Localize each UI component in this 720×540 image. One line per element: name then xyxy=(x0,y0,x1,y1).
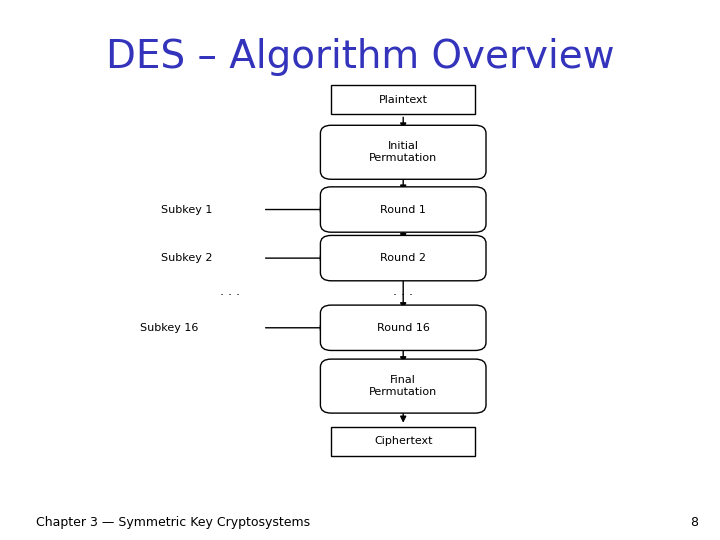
FancyBboxPatch shape xyxy=(320,235,486,281)
Text: Subkey 2: Subkey 2 xyxy=(161,253,212,263)
Text: Plaintext: Plaintext xyxy=(379,95,428,105)
Text: Round 2: Round 2 xyxy=(380,253,426,263)
Text: Subkey 16: Subkey 16 xyxy=(140,323,198,333)
FancyBboxPatch shape xyxy=(320,305,486,350)
Text: . . .: . . . xyxy=(393,285,413,298)
Text: Chapter 3 — Symmetric Key Cryptosystems: Chapter 3 — Symmetric Key Cryptosystems xyxy=(36,516,310,529)
Text: DES – Algorithm Overview: DES – Algorithm Overview xyxy=(106,38,614,76)
Text: Initial
Permutation: Initial Permutation xyxy=(369,141,437,164)
Text: Ciphertext: Ciphertext xyxy=(374,436,433,446)
Text: Final
Permutation: Final Permutation xyxy=(369,375,437,397)
Text: 8: 8 xyxy=(690,516,698,529)
FancyBboxPatch shape xyxy=(320,125,486,179)
FancyBboxPatch shape xyxy=(320,187,486,232)
FancyBboxPatch shape xyxy=(320,359,486,413)
Text: Round 1: Round 1 xyxy=(380,205,426,214)
FancyBboxPatch shape xyxy=(331,85,475,114)
Text: Subkey 1: Subkey 1 xyxy=(161,205,212,214)
Text: . . .: . . . xyxy=(220,285,240,298)
FancyBboxPatch shape xyxy=(331,427,475,456)
Text: Round 16: Round 16 xyxy=(377,323,430,333)
